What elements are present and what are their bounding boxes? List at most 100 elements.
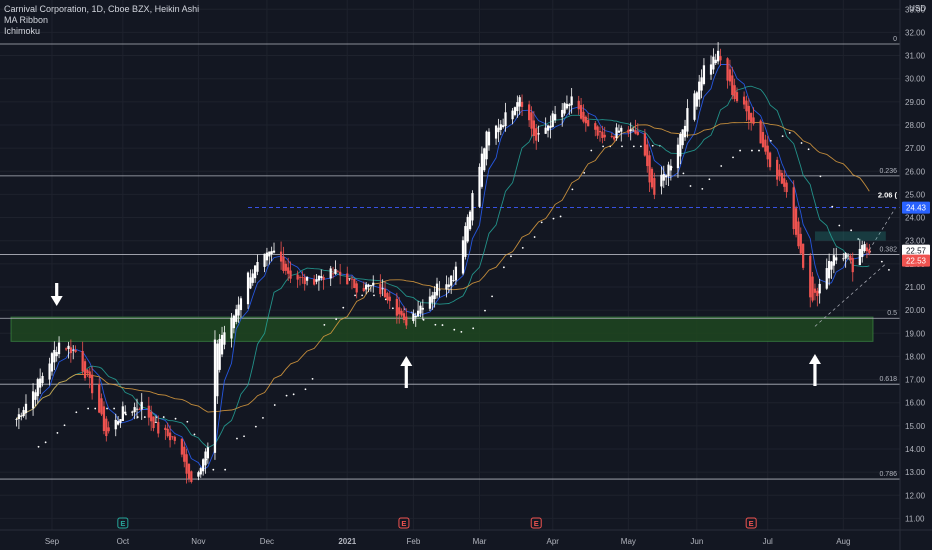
candle-body	[150, 411, 153, 422]
candle-body	[669, 165, 672, 171]
symbol-title[interactable]: Carnival Corporation, 1D, Cboe BZX, Heik…	[4, 4, 200, 14]
candle-body	[164, 427, 167, 431]
y-tick-label: 11.00	[905, 514, 925, 523]
candle-body	[336, 271, 339, 273]
candle-body	[735, 92, 739, 102]
candle-body	[686, 108, 689, 132]
candle-body	[846, 255, 850, 257]
earnings-badge[interactable]	[398, 517, 410, 529]
candle-body	[693, 93, 696, 120]
fib-label: 0.618	[879, 376, 897, 383]
price-axis[interactable]: 11.00 12.00 13.00 14.00 15.00 16.00 17.00 18.00…	[899, 0, 930, 550]
candle-body	[679, 133, 682, 157]
candle-body	[587, 120, 590, 127]
ichimoku-dot	[781, 135, 784, 138]
candle-body	[124, 411, 127, 414]
ichimoku-dot	[472, 327, 475, 330]
candle-body	[794, 208, 798, 235]
candle-body	[783, 178, 786, 187]
ichimoku-dot	[540, 221, 543, 224]
candle-body	[792, 187, 795, 230]
ichimoku-dot	[552, 217, 555, 220]
ichimoku-dot	[94, 407, 97, 410]
candle-body	[849, 255, 852, 261]
x-tick-label: Dec	[260, 537, 274, 546]
candle-body	[646, 144, 649, 167]
candle-body	[69, 347, 72, 354]
arrow-up-shaft	[813, 364, 817, 386]
candle-body	[438, 289, 441, 291]
ichimoku-dot	[621, 145, 623, 148]
candle-body	[780, 172, 784, 184]
candle-body	[660, 174, 663, 187]
candle-body	[851, 257, 854, 273]
ichimoku-dots	[37, 131, 890, 471]
earnings-badge[interactable]	[745, 517, 757, 529]
earnings-badge[interactable]	[117, 517, 129, 529]
candle-body	[698, 81, 701, 100]
candle-body	[631, 129, 635, 131]
candle-body	[268, 251, 271, 257]
y-tick-label: 25.00	[905, 190, 926, 199]
candle-body	[239, 298, 243, 311]
candle-body	[91, 374, 94, 394]
ichimoku-dot	[521, 247, 524, 249]
ichimoku-dot	[63, 424, 66, 427]
ichimoku-dot	[831, 205, 834, 208]
ichimoku-dot	[857, 238, 860, 240]
ichimoku-dot	[888, 268, 890, 271]
candle-body	[41, 375, 44, 384]
ichimoku-dot	[758, 149, 760, 152]
candle-body	[546, 125, 550, 131]
candle-body	[171, 436, 174, 438]
candle-body	[381, 288, 384, 290]
candle-body	[858, 248, 861, 266]
ichimoku-dot	[720, 165, 723, 167]
ichimoku-dot	[212, 468, 215, 471]
candle-body	[535, 128, 538, 141]
candle-body	[22, 410, 25, 417]
y-tick-label: 12.00	[905, 491, 926, 500]
candle-body	[702, 65, 706, 84]
candle-body	[279, 251, 283, 262]
candle-body	[402, 313, 406, 321]
ichimoku-dot	[56, 432, 59, 434]
ichimoku-dot	[243, 435, 245, 438]
candle-body	[832, 255, 835, 266]
earnings-badge[interactable]	[530, 517, 542, 529]
ichimoku-label[interactable]: Ichimoku	[4, 26, 41, 36]
candle-body	[317, 275, 321, 281]
candle-body	[334, 269, 337, 274]
x-tick-label: Jul	[763, 537, 773, 546]
ichimoku-dot	[732, 156, 734, 159]
ichimoku-dot	[285, 394, 288, 397]
y-tick-label: 13.00	[905, 468, 926, 477]
candle-body	[386, 293, 389, 301]
time-axis[interactable]: Sep Oct Nov Dec 2021 Feb Mar Apr May Jun Jul Aug	[0, 529, 932, 546]
ichimoku-dot	[559, 215, 562, 218]
candle-body	[745, 100, 748, 112]
ichimoku-dot	[651, 144, 654, 147]
target-box	[814, 231, 886, 241]
ichimoku-dot	[502, 266, 505, 269]
ichimoku-dot	[441, 324, 444, 326]
ichimoku-dot	[193, 433, 196, 436]
candle-body	[620, 127, 623, 132]
price-tag-text: 22.57	[906, 247, 927, 256]
candle-body	[17, 414, 21, 420]
candle-body	[353, 278, 356, 288]
ichimoku-dot	[807, 148, 810, 151]
candle-body	[100, 398, 103, 415]
ma-ribbon-label[interactable]: MA Ribbon	[4, 15, 49, 25]
y-tick-label: 17.00	[905, 376, 926, 385]
projection-lines	[814, 208, 896, 327]
candle-body	[133, 407, 136, 413]
y-tick-label: 26.00	[905, 167, 926, 176]
candle-body	[34, 392, 37, 400]
candle-body	[835, 257, 838, 261]
candle-body	[39, 378, 42, 388]
candle-body	[648, 155, 651, 183]
candle-body	[565, 103, 569, 109]
candle-body	[313, 278, 316, 285]
